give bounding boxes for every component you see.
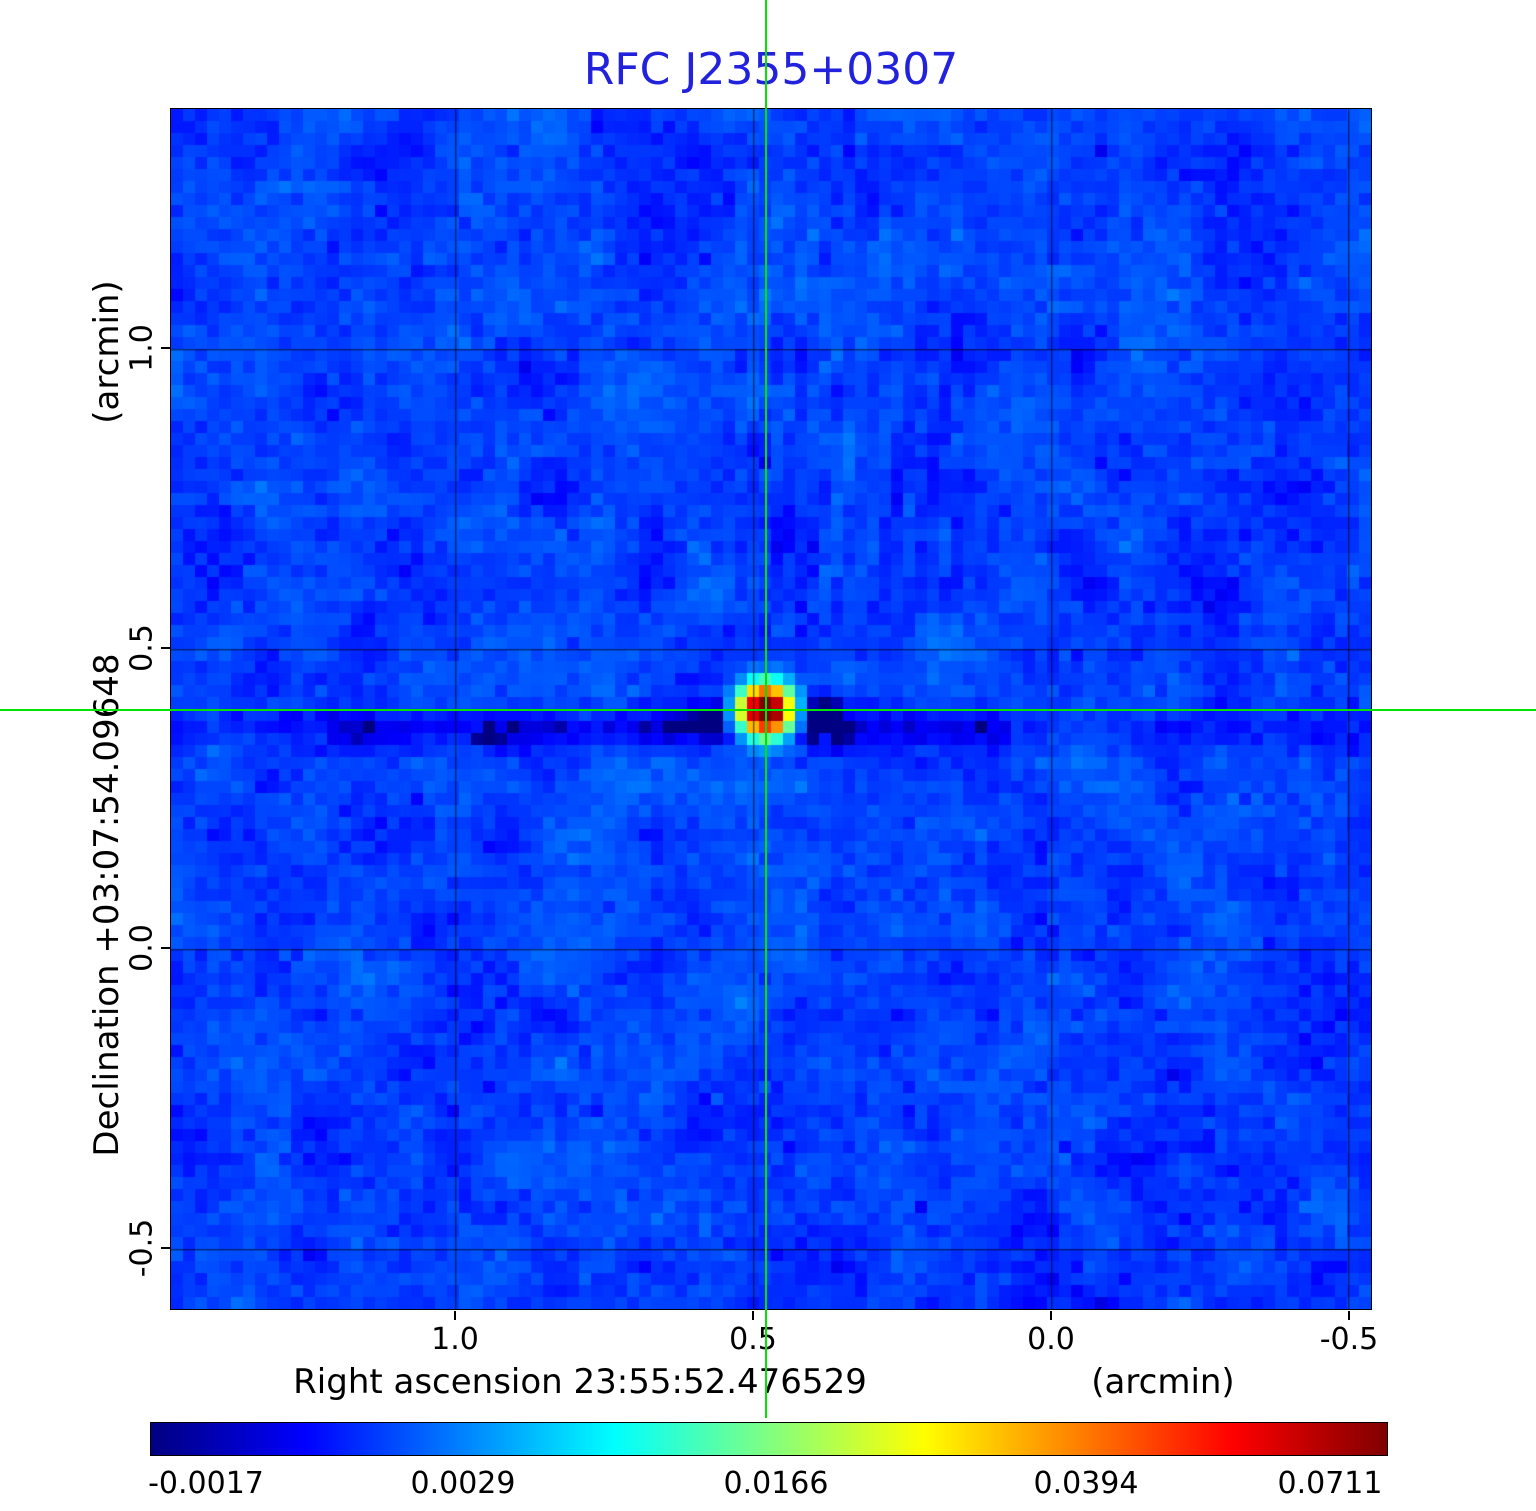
- y-tick-mark: [161, 1247, 170, 1249]
- colorbar-tick-label-1: -0.0017: [148, 1466, 264, 1501]
- x-tick-mark: [1050, 1311, 1052, 1320]
- y-tick-mark: [161, 947, 170, 949]
- x-tick-label-1: 1.0: [431, 1322, 479, 1357]
- x-tick-label-3: 0.0: [1027, 1322, 1075, 1357]
- x-tick-mark: [752, 1311, 754, 1320]
- colorbar-tick-label-2: 0.0029: [410, 1466, 516, 1501]
- y-tick-mark: [161, 347, 170, 349]
- x-axis-unit-label: (arcmin): [1091, 1362, 1235, 1402]
- y-tick-label-1: 1.0: [124, 324, 160, 372]
- y-axis-label: Declination +03:07:54.09648: [87, 653, 127, 1157]
- y-tick-mark: [161, 647, 170, 649]
- page-title: RFC J2355+0307: [583, 44, 959, 95]
- x-axis-label: Right ascension 23:55:52.476529: [293, 1362, 867, 1402]
- crosshair-horizontal-line: [0, 709, 1536, 711]
- x-tick-label-2: 0.5: [729, 1322, 777, 1357]
- colorbar-tick-label-5: 0.0711: [1277, 1466, 1383, 1501]
- x-tick-label-4: -0.5: [1319, 1322, 1379, 1357]
- colorbar: [150, 1422, 1388, 1456]
- colorbar-tick-label-4: 0.0394: [1033, 1466, 1139, 1501]
- y-axis-unit-label: (arcmin): [87, 280, 127, 424]
- y-tick-label-3: 0.0: [124, 924, 160, 972]
- x-tick-mark: [454, 1311, 456, 1320]
- colorbar-tick-label-3: 0.0166: [723, 1466, 829, 1501]
- y-tick-label-4: -0.5: [124, 1218, 160, 1278]
- y-tick-label-2: 0.5: [124, 624, 160, 672]
- x-tick-mark: [1348, 1311, 1350, 1320]
